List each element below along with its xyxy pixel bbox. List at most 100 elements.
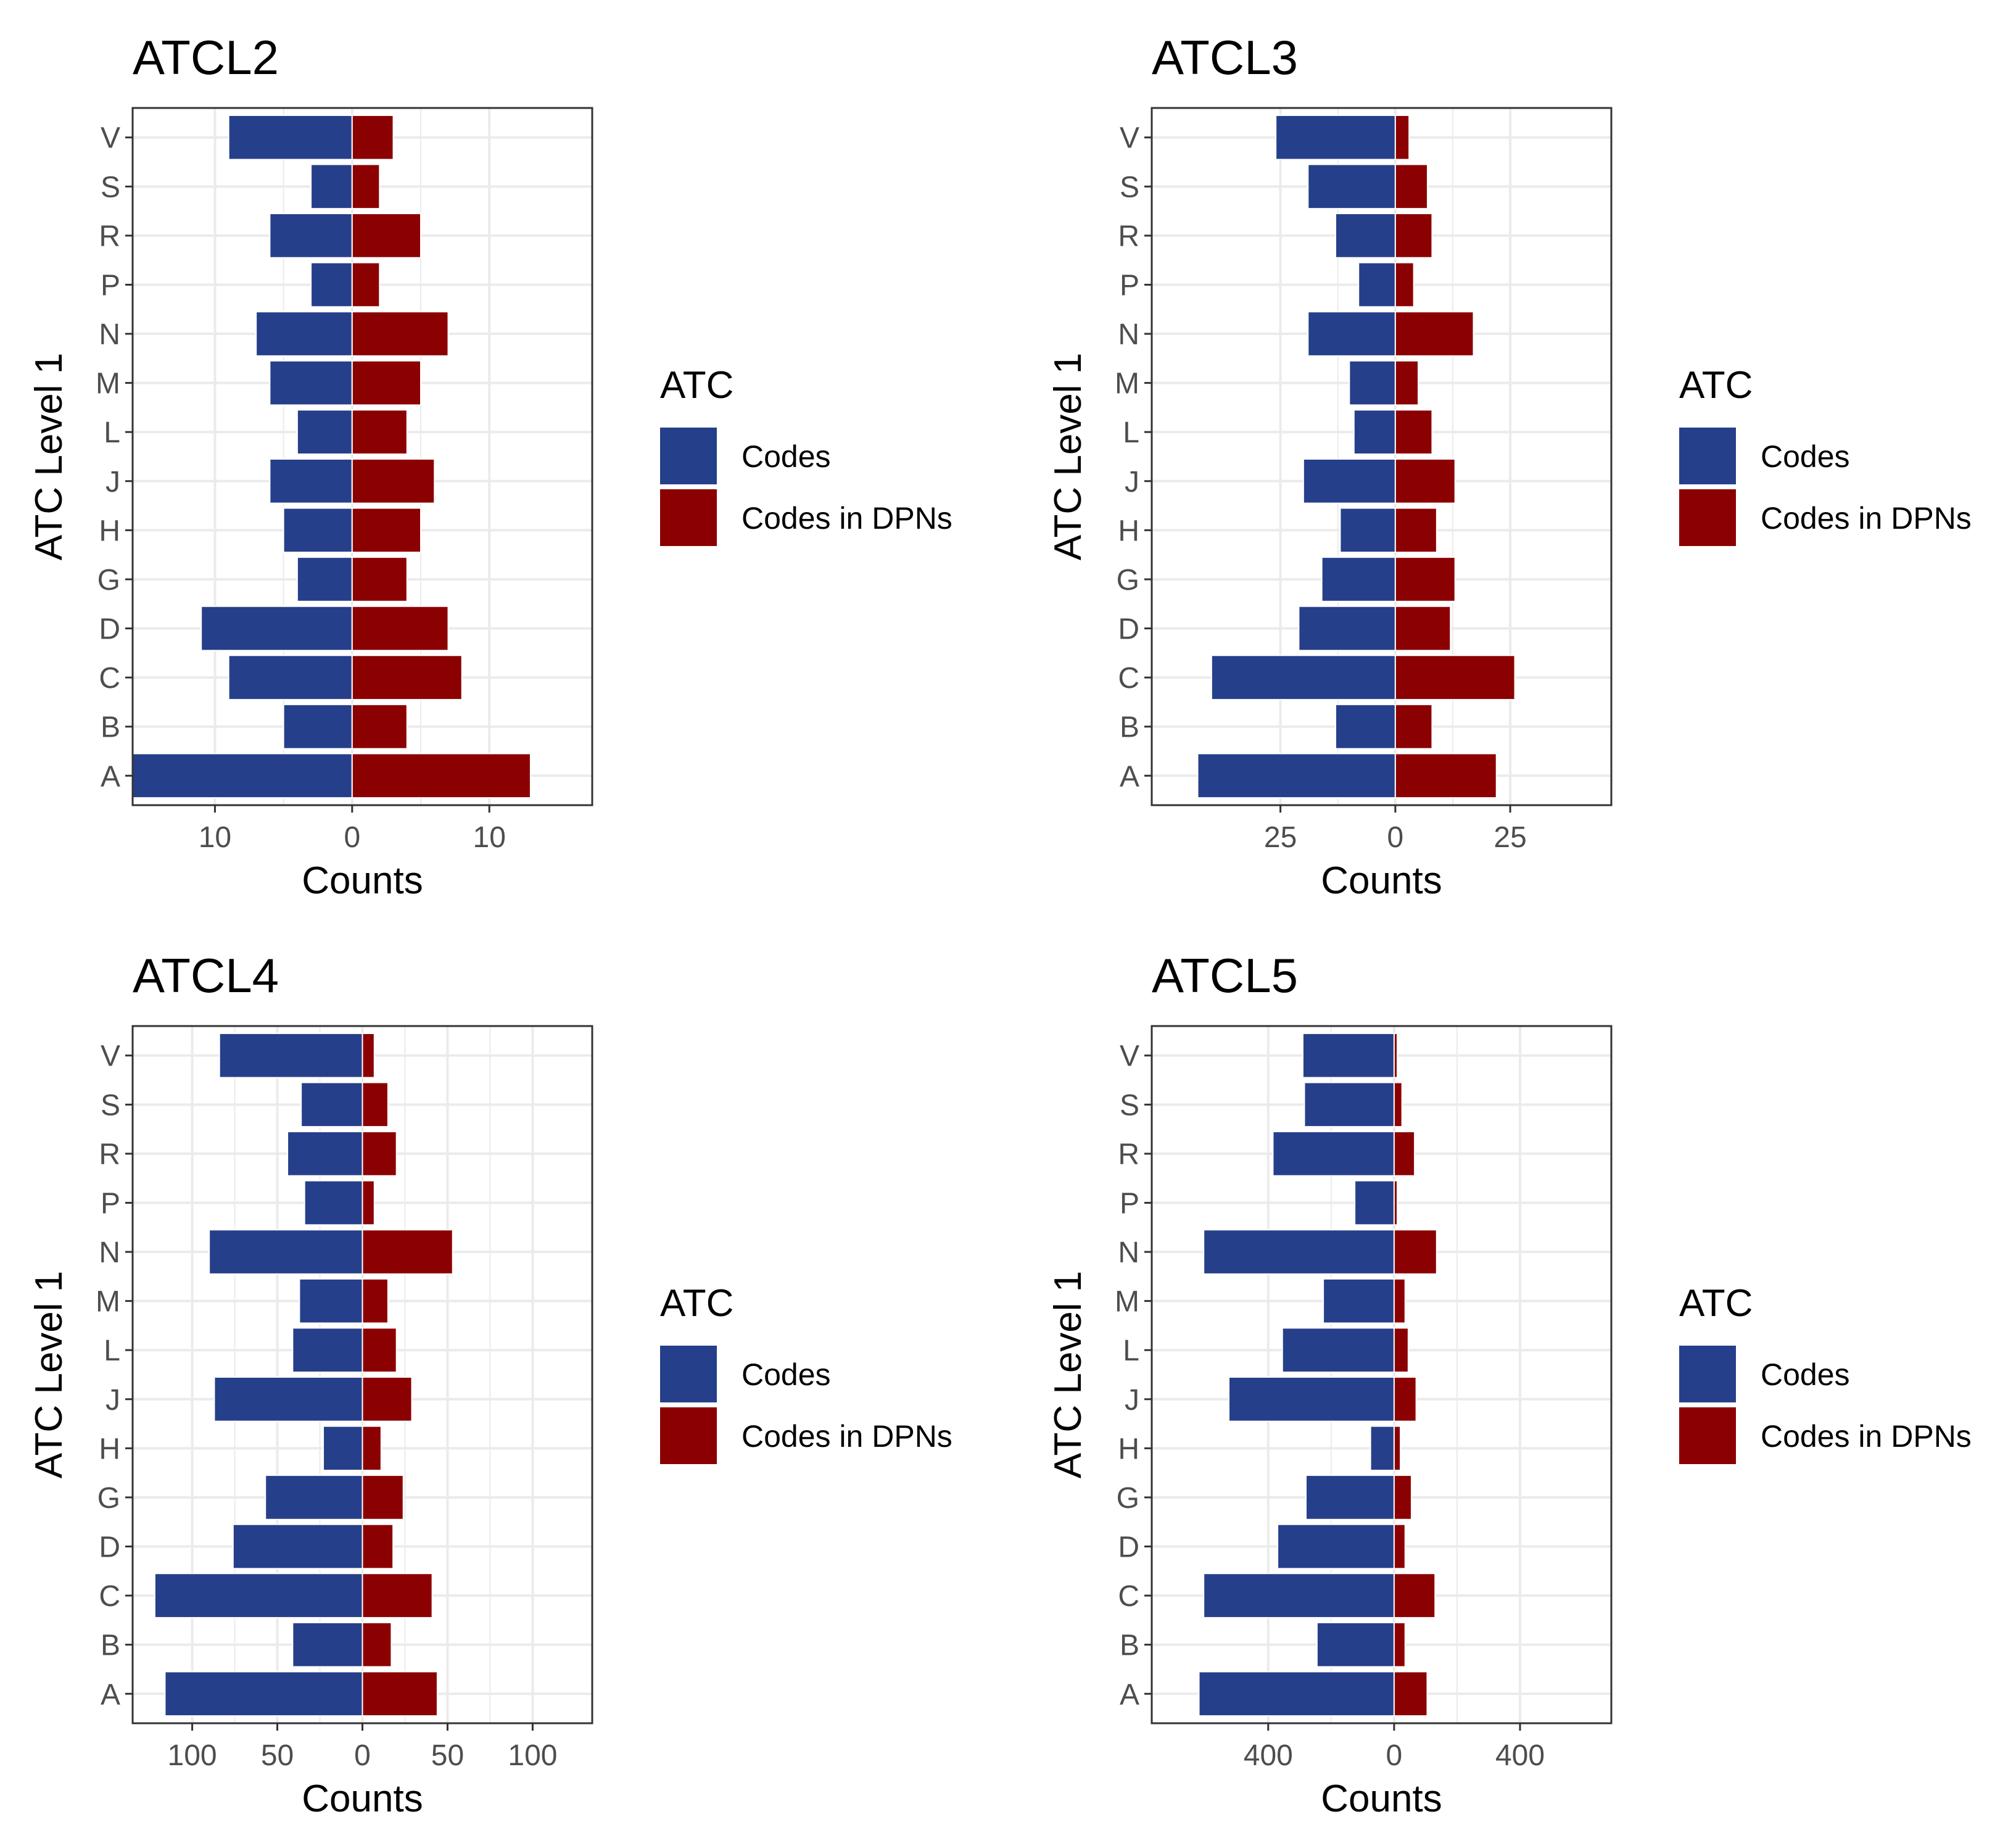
legend-title: ATC bbox=[1679, 1282, 1753, 1325]
bar-codes-in-dpns-C bbox=[361, 1573, 433, 1618]
legend-title: ATC bbox=[660, 364, 733, 407]
bar-codes-L bbox=[296, 409, 353, 455]
bar-codes-in-dpns-R bbox=[361, 1131, 397, 1177]
plot-border bbox=[1151, 107, 1613, 806]
bar-codes-in-dpns-D bbox=[361, 1523, 394, 1570]
bar-codes-in-dpns-J bbox=[351, 458, 436, 504]
bar-codes-C bbox=[228, 655, 353, 700]
y-tick-label: D bbox=[99, 1531, 120, 1564]
y-tick-label: R bbox=[1118, 1138, 1139, 1171]
bar-codes-in-dpns-L bbox=[361, 1327, 397, 1373]
y-tick-label: G bbox=[97, 564, 120, 597]
x-axis-title: Counts bbox=[1321, 859, 1442, 902]
bar-codes-in-dpns-J bbox=[361, 1376, 413, 1422]
bar-codes-B bbox=[1316, 1621, 1395, 1668]
y-tick-label: L bbox=[104, 416, 120, 449]
bar-codes-M bbox=[299, 1278, 363, 1324]
bar-codes-G bbox=[296, 557, 353, 602]
x-tick-label: 50 bbox=[261, 1739, 294, 1772]
y-tick-label: B bbox=[101, 1629, 120, 1662]
bar-codes-in-dpns-N bbox=[361, 1229, 453, 1275]
chart-title: ATCL5 bbox=[1152, 948, 1298, 1003]
bar-codes-J bbox=[1228, 1376, 1395, 1422]
legend-label-codes-in-dpns: Codes in DPNs bbox=[742, 1419, 952, 1454]
y-tick-label: N bbox=[99, 318, 120, 351]
x-tick-label: 10 bbox=[199, 821, 231, 854]
bar-codes-M bbox=[1349, 360, 1396, 406]
legend-label-codes-in-dpns: Codes in DPNs bbox=[1761, 1419, 1972, 1454]
bar-codes-in-dpns-B bbox=[1394, 703, 1433, 750]
bar-codes-in-dpns-C bbox=[351, 655, 463, 700]
bar-codes-S bbox=[310, 164, 353, 210]
bar-codes-in-dpns-A bbox=[1394, 753, 1497, 799]
legend-label-codes: Codes bbox=[742, 1357, 831, 1392]
bar-codes-in-dpns-V bbox=[351, 114, 394, 160]
bar-codes-in-dpns-B bbox=[361, 1621, 392, 1668]
y-tick-label: V bbox=[1120, 1040, 1139, 1073]
bar-codes-in-dpns-J bbox=[1394, 458, 1456, 504]
bar-codes-H bbox=[1339, 507, 1396, 553]
y-tick-label: C bbox=[99, 1580, 120, 1613]
bar-codes-V bbox=[1275, 114, 1396, 160]
bar-codes-R bbox=[1335, 213, 1396, 259]
legend-label-codes-in-dpns: Codes in DPNs bbox=[1761, 501, 1972, 536]
y-axis-title: ATC Level 1 bbox=[28, 1271, 70, 1479]
y-tick-label: N bbox=[1118, 318, 1139, 351]
plot-border bbox=[131, 107, 593, 806]
bar-codes-in-dpns-L bbox=[1393, 1327, 1409, 1373]
legend-key-codes bbox=[1679, 428, 1736, 484]
bar-codes-in-dpns-H bbox=[1393, 1425, 1402, 1472]
bar-codes-V bbox=[228, 114, 353, 160]
bar-codes-P bbox=[1354, 1180, 1395, 1226]
bar-codes-N bbox=[255, 311, 353, 357]
x-tick-label: 0 bbox=[1386, 1739, 1403, 1772]
bar-codes-A bbox=[1197, 753, 1396, 799]
y-tick-label: P bbox=[101, 1187, 120, 1220]
bar-codes-N bbox=[1307, 311, 1396, 357]
bar-codes-in-dpns-L bbox=[1394, 409, 1433, 455]
bar-codes-P bbox=[304, 1180, 363, 1226]
plot-background bbox=[1152, 1026, 1611, 1723]
x-tick-label: 0 bbox=[1387, 821, 1403, 854]
legend-title: ATC bbox=[660, 1282, 733, 1325]
legend-key-codes-in-dpns bbox=[660, 1407, 717, 1464]
bar-codes-in-dpns-A bbox=[1393, 1671, 1428, 1717]
y-tick-label: M bbox=[1115, 1286, 1139, 1318]
bar-codes-in-dpns-M bbox=[1393, 1278, 1406, 1324]
y-tick-label: S bbox=[1120, 1089, 1139, 1122]
bar-codes-in-dpns-A bbox=[361, 1671, 438, 1717]
y-tick-label: J bbox=[105, 1384, 120, 1417]
y-tick-label: J bbox=[105, 466, 120, 499]
x-tick-label: 0 bbox=[344, 821, 360, 854]
y-tick-label: D bbox=[99, 613, 120, 646]
bar-codes-in-dpns-M bbox=[1394, 360, 1419, 406]
bar-codes-in-dpns-J bbox=[1393, 1376, 1417, 1422]
bar-codes-S bbox=[300, 1082, 363, 1128]
bar-codes-in-dpns-H bbox=[361, 1425, 382, 1472]
legend: ATC Codes Codes in DPNs bbox=[660, 1282, 952, 1464]
y-tick-label: M bbox=[96, 368, 120, 400]
legend: ATC Codes Codes in DPNs bbox=[660, 364, 952, 546]
bar-codes-M bbox=[1323, 1278, 1395, 1324]
bar-codes-H bbox=[1369, 1425, 1395, 1472]
y-tick-label: S bbox=[1120, 171, 1139, 204]
x-tick-label: 100 bbox=[168, 1739, 217, 1772]
bar-codes-in-dpns-C bbox=[1394, 655, 1516, 700]
legend-label-codes: Codes bbox=[1761, 439, 1850, 474]
bar-codes-N bbox=[1203, 1229, 1395, 1275]
bar-codes-S bbox=[1303, 1082, 1395, 1128]
y-tick-label: A bbox=[101, 1678, 120, 1711]
y-tick-label: J bbox=[1125, 466, 1139, 499]
bar-codes-M bbox=[269, 360, 353, 406]
y-tick-label: H bbox=[99, 1433, 120, 1465]
bar-codes-in-dpns-R bbox=[1393, 1131, 1416, 1177]
y-tick-label: A bbox=[1120, 1678, 1139, 1711]
x-tick-label: 400 bbox=[1244, 1739, 1293, 1772]
bar-codes-in-dpns-S bbox=[1394, 164, 1428, 210]
y-tick-label: C bbox=[99, 662, 120, 695]
bar-codes-in-dpns-P bbox=[1393, 1180, 1398, 1226]
y-tick-label: G bbox=[97, 1482, 120, 1515]
bar-codes-N bbox=[209, 1229, 363, 1275]
